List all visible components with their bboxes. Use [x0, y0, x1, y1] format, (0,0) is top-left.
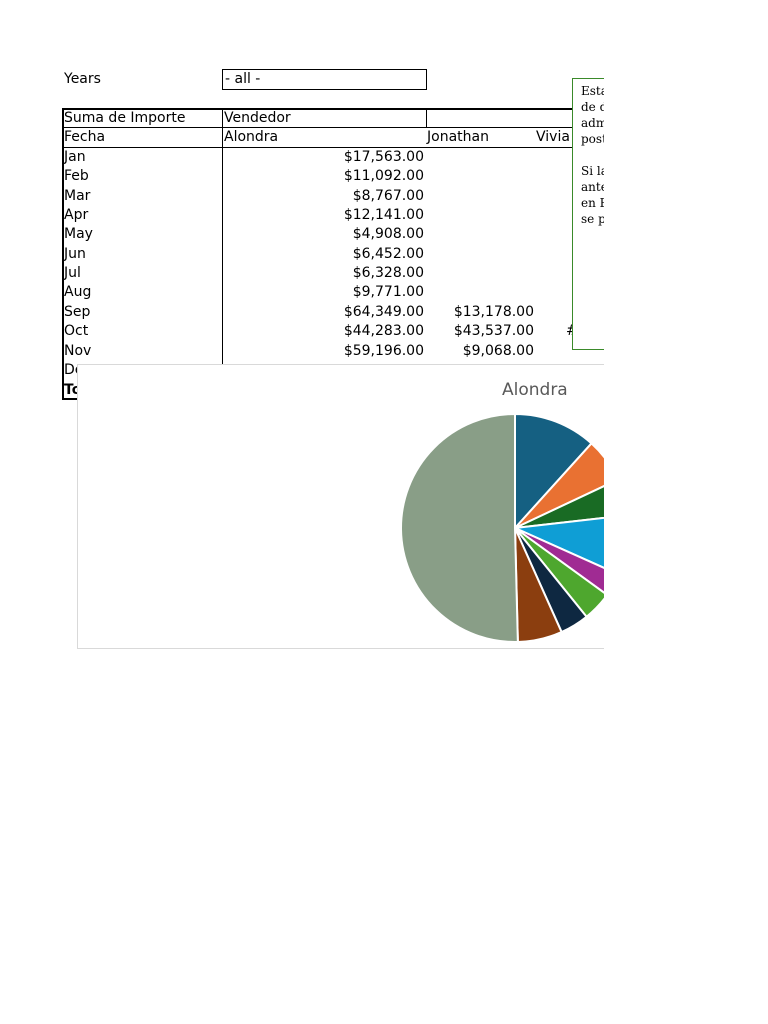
row-label[interactable]: Sep: [64, 304, 91, 320]
pivot-bottom-border: [62, 398, 78, 400]
pie-chart[interactable]: Alondra: [77, 364, 604, 649]
pivot-column-header-divider: [62, 147, 604, 148]
row-label[interactable]: Jan: [64, 149, 86, 165]
row-label[interactable]: Nov: [64, 343, 92, 359]
pie-slice-feb[interactable]: [514, 442, 604, 529]
pivot-left-border: [62, 108, 64, 400]
cell-alondra[interactable]: $11,092.00: [343, 168, 424, 184]
worksheet: Years - all - Suma de Importe Vendedor F…: [62, 69, 604, 649]
row-label[interactable]: Oct: [64, 323, 89, 339]
pie-slice-may[interactable]: [514, 527, 604, 595]
cell-alondra[interactable]: $12,141.00: [343, 207, 424, 223]
chart-title: Alondra: [502, 380, 568, 400]
cell-jonathan[interactable]: $43,537.00: [453, 323, 534, 339]
cell-jonathan[interactable]: $13,178.00: [453, 304, 534, 320]
pie-chart-canvas: [400, 412, 604, 643]
row-label[interactable]: Aug: [64, 284, 92, 300]
pivot-header-cell-divider: [426, 108, 427, 128]
cell-alondra[interactable]: $6,328.00: [352, 265, 424, 281]
years-filter-dropdown[interactable]: - all -: [222, 69, 427, 90]
pivot-row-field-header[interactable]: Fecha: [64, 129, 106, 145]
cell-alondra[interactable]: $4,908.00: [352, 226, 424, 242]
pie-slice-jan[interactable]: [514, 412, 593, 531]
cell-jonathan[interactable]: $9,068.00: [462, 343, 534, 359]
pivot-column-field-header[interactable]: Vendedor: [224, 110, 291, 126]
row-label[interactable]: Jul: [64, 265, 81, 281]
pie-slice-mar[interactable]: [514, 479, 604, 529]
total-label[interactable]: To: [64, 382, 82, 398]
cell-alondra[interactable]: $64,349.00: [343, 304, 424, 320]
pivot-column-vivia[interactable]: Vivia: [536, 129, 570, 145]
cell-alondra[interactable]: $17,563.00: [343, 149, 424, 165]
pivot-header-divider: [62, 127, 604, 128]
pivot-column-jonathan[interactable]: Jonathan: [427, 129, 489, 145]
pie-slice-apr[interactable]: [511, 515, 604, 574]
cell-alondra[interactable]: $6,452.00: [352, 246, 424, 262]
row-label[interactable]: Mar: [64, 188, 91, 204]
pivot-top-border: [62, 108, 604, 110]
row-label[interactable]: Apr: [64, 207, 89, 223]
row-label[interactable]: Feb: [64, 168, 89, 184]
pivot-measure-header[interactable]: Suma de Importe: [64, 110, 186, 126]
cell-alondra[interactable]: $44,283.00: [343, 323, 424, 339]
cell-alondra[interactable]: $59,196.00: [343, 343, 424, 359]
cell-vivia[interactable]: #: [566, 322, 578, 340]
pivot-column-alondra[interactable]: Alondra: [224, 129, 279, 145]
cell-alondra[interactable]: $8,767.00: [352, 188, 424, 204]
row-label[interactable]: May: [64, 226, 93, 242]
pivot-row-label-divider: [222, 108, 223, 364]
cell-alondra[interactable]: $9,771.00: [352, 284, 424, 300]
row-label[interactable]: Jun: [64, 246, 86, 262]
pie-slice-sep[interactable]: [400, 412, 519, 643]
filter-label: Years: [64, 71, 101, 87]
